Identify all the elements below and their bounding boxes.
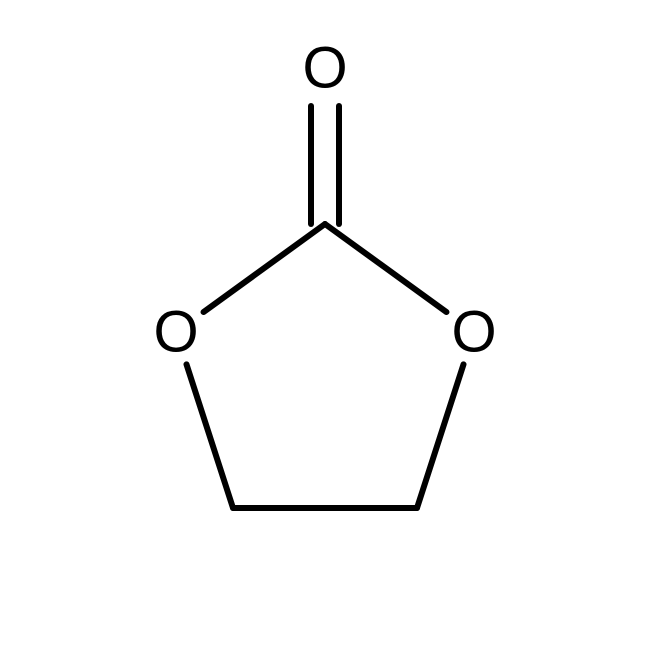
bond — [417, 364, 464, 508]
bond-layer — [186, 106, 463, 508]
atom-label-o: O — [451, 300, 496, 365]
bond — [204, 224, 325, 312]
atom-label-o: O — [302, 36, 347, 101]
bond — [325, 224, 446, 312]
bond — [186, 364, 233, 508]
atom-label-o: O — [153, 300, 198, 365]
molecule-diagram: O O O — [0, 0, 650, 650]
atom-layer: O O O — [153, 36, 496, 365]
